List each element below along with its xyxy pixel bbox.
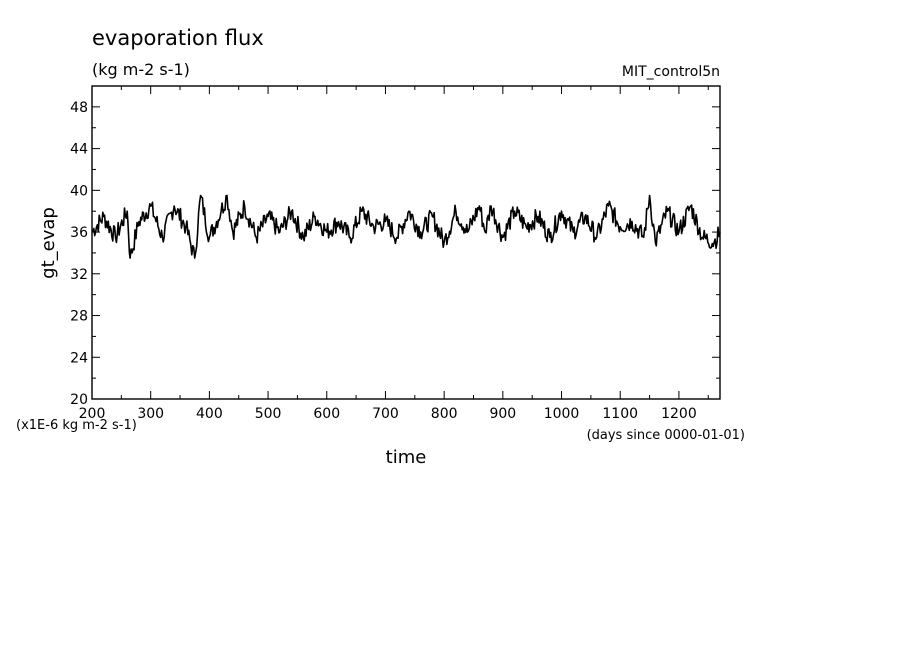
y-tick-label: 40: [70, 183, 88, 199]
plot-frame: [91, 85, 721, 400]
y-units-label: (x1E-6 kg m-2 s-1): [16, 418, 137, 433]
chart-title: evaporation flux: [92, 26, 264, 50]
x-tick-label: 300: [137, 406, 164, 422]
x-tick-label: 500: [255, 406, 282, 422]
y-tick-label: 48: [70, 100, 88, 116]
dataset-label: MIT_control5n: [622, 64, 720, 80]
y-tick-label: 24: [70, 350, 88, 366]
x-axis-label: time: [386, 447, 427, 468]
x-axis-ticks: [91, 86, 709, 399]
x-tick-label: 1100: [602, 406, 638, 422]
series-line-gt-evap: [91, 194, 721, 259]
x-tick-label: 700: [372, 406, 399, 422]
y-tick-label: 44: [70, 142, 88, 158]
y-axis-label: gt_evap: [38, 207, 59, 279]
x-tick-label: 600: [313, 406, 340, 422]
y-tick-label: 20: [70, 392, 88, 408]
x-tick-label: 400: [196, 406, 223, 422]
x-tick-label: 900: [489, 406, 516, 422]
tick-labels: 200 300 400 500 600 700 800 900 1000 1100 1200 20 24…: [70, 100, 697, 422]
x-units-label: (days since 0000-01-01): [587, 428, 745, 443]
x-tick-label: 800: [431, 406, 458, 422]
chart-subtitle: (kg m-2 s-1): [92, 60, 190, 79]
x-tick-label: 1200: [661, 406, 697, 422]
y-axis-ticks: [92, 85, 720, 400]
x-tick-label: 200: [79, 406, 106, 422]
y-tick-label: 28: [70, 309, 88, 325]
y-tick-label: 32: [70, 267, 88, 283]
y-tick-label: 36: [70, 225, 88, 241]
x-tick-label: 1000: [544, 406, 580, 422]
